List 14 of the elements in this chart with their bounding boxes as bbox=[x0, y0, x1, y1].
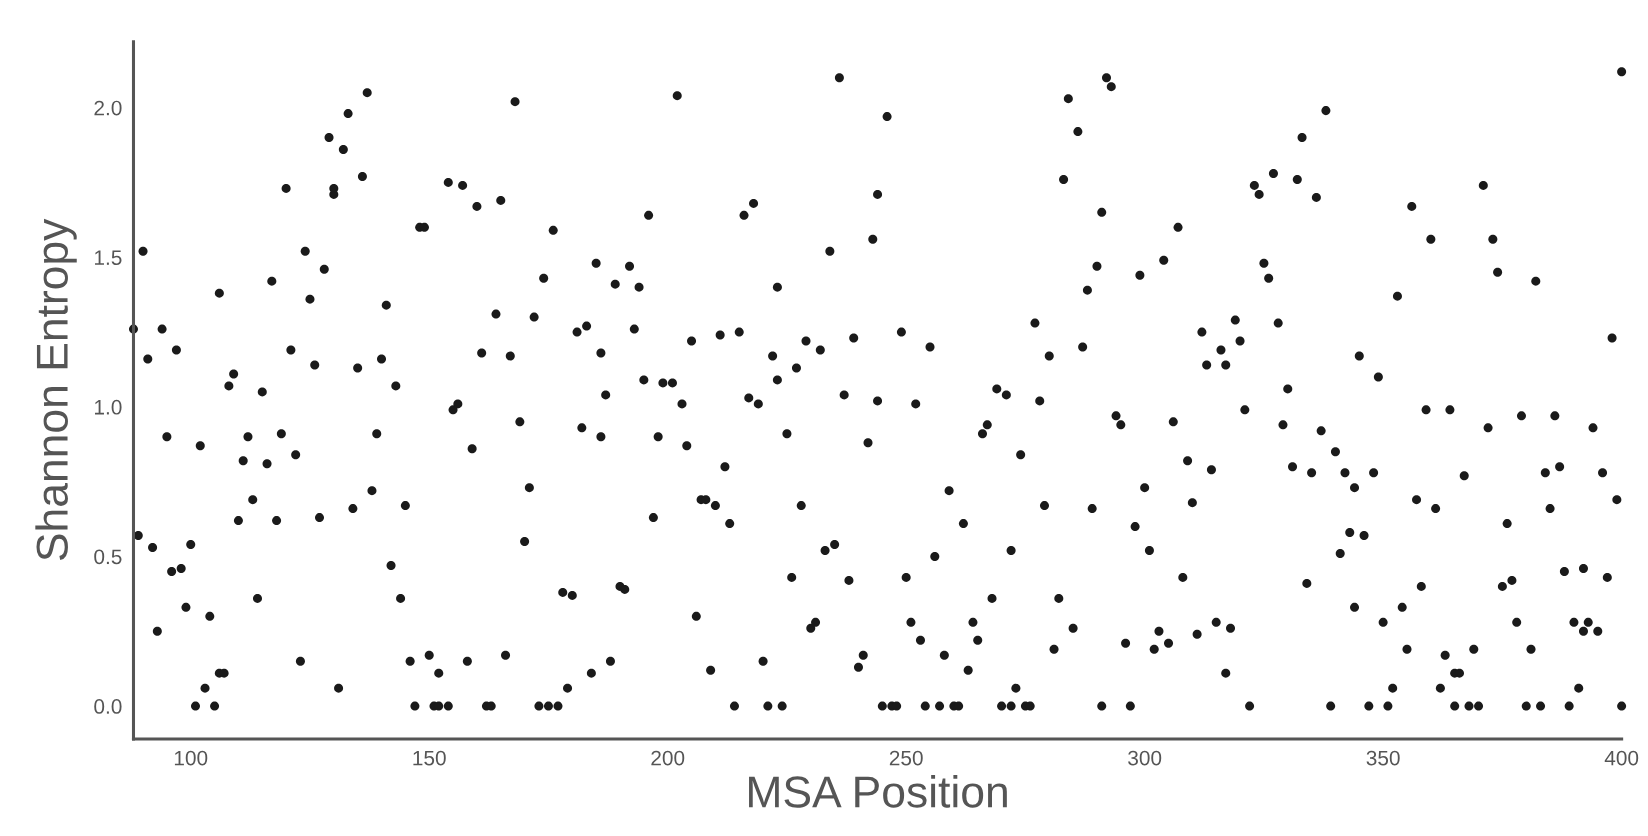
x-tick-label: 100 bbox=[174, 750, 208, 766]
x-tick-label: 300 bbox=[1128, 750, 1162, 766]
y-tick-label: 2.0 bbox=[94, 100, 122, 116]
x-tick-label: 400 bbox=[1604, 750, 1639, 766]
x-tick-label: 250 bbox=[889, 750, 923, 766]
x-axis-title: MSA Position bbox=[749, 775, 1007, 808]
y-tick-label: 1.5 bbox=[95, 250, 122, 266]
y-axis-title: Shannon Entropy bbox=[35, 218, 77, 561]
x-tick-label: 350 bbox=[1366, 750, 1400, 766]
y-tick-label: 1.0 bbox=[95, 399, 122, 415]
x-tick-label: 200 bbox=[651, 750, 685, 766]
x-tick-label: 150 bbox=[413, 750, 446, 766]
y-tick-label: 0.0 bbox=[94, 699, 122, 714]
y-tick-label: 0.5 bbox=[94, 549, 122, 565]
